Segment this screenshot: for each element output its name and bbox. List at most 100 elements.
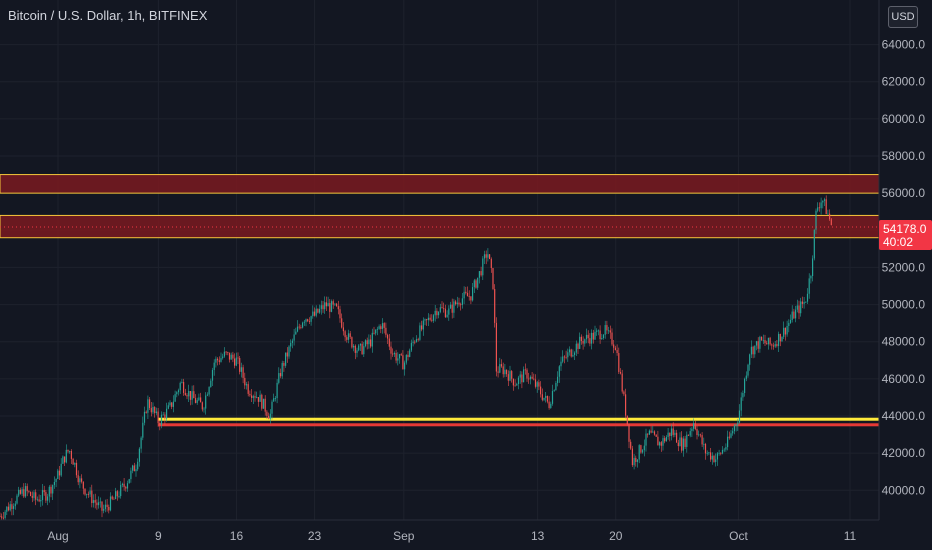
last-price-tag: 54178.0 40:02 xyxy=(879,220,932,250)
candle-body xyxy=(737,422,739,425)
candle-body xyxy=(521,374,523,383)
candle-body xyxy=(470,296,472,301)
candle-body xyxy=(79,478,81,483)
candle-body xyxy=(585,334,588,340)
candle-body xyxy=(193,391,195,399)
candle-body xyxy=(466,292,469,297)
candle-body xyxy=(296,326,299,332)
candle-body xyxy=(274,398,276,399)
candle-body xyxy=(744,378,746,394)
candle-body xyxy=(213,362,215,370)
candle-body xyxy=(704,443,707,454)
candle-body xyxy=(0,516,1,518)
candle-body xyxy=(650,430,652,433)
candle-body xyxy=(441,307,443,309)
candle-body xyxy=(500,364,503,367)
candle-body xyxy=(507,374,509,381)
candle-body xyxy=(181,382,183,383)
candle-body xyxy=(555,382,557,391)
candle-body xyxy=(196,400,198,403)
candle-body xyxy=(698,434,700,436)
candle-body xyxy=(604,325,606,335)
time-tick-label: 11 xyxy=(844,529,857,543)
candle-body xyxy=(393,353,395,355)
candle-body xyxy=(597,330,599,332)
candle-body xyxy=(329,303,331,312)
candle-body xyxy=(21,489,23,494)
time-axis[interactable] xyxy=(0,520,932,550)
candle-body xyxy=(473,280,475,288)
candle-body xyxy=(9,504,11,511)
candle-body xyxy=(4,511,6,518)
candles xyxy=(0,195,879,524)
price-tick-label: 64000.0 xyxy=(882,38,926,52)
candle-body xyxy=(279,373,282,377)
candle-body xyxy=(298,326,300,328)
candle-body xyxy=(446,314,448,318)
candle-body xyxy=(31,495,33,498)
candle-body xyxy=(86,493,88,495)
candle-body xyxy=(64,456,66,463)
candle-body xyxy=(336,303,338,307)
candle-body xyxy=(412,341,414,343)
candle-body xyxy=(679,437,681,446)
candle-body xyxy=(693,423,695,429)
candle-body xyxy=(45,492,47,501)
candle-body xyxy=(482,258,484,276)
candle-body xyxy=(53,481,55,486)
candle-body xyxy=(800,301,802,314)
candle-body xyxy=(721,449,724,454)
candle-body xyxy=(392,353,394,355)
candle-body xyxy=(818,207,820,209)
price-axis[interactable] xyxy=(879,0,932,520)
candle-body xyxy=(33,492,35,498)
candle-body xyxy=(563,356,565,358)
candle-body xyxy=(609,330,611,333)
candle-body xyxy=(793,311,795,319)
candle-body xyxy=(104,504,106,509)
candle-body xyxy=(11,504,13,509)
candle-body xyxy=(516,384,518,386)
candle-body xyxy=(302,322,304,328)
candle-body xyxy=(334,303,336,305)
time-tick-label: 23 xyxy=(308,529,322,543)
candle-body xyxy=(325,302,327,307)
candle-body xyxy=(28,491,30,492)
candle-body xyxy=(653,431,656,435)
candle-body xyxy=(670,428,673,436)
candle-body xyxy=(431,319,433,321)
candle-body xyxy=(776,344,778,347)
candle-body xyxy=(784,327,786,335)
candle-body xyxy=(118,496,120,497)
candle-body xyxy=(210,380,212,388)
candle-body xyxy=(186,395,188,397)
candle-body xyxy=(478,271,480,278)
candle-body xyxy=(385,327,387,335)
candle-body xyxy=(16,495,18,504)
candle-body xyxy=(519,374,521,378)
price-tick-label: 40000.0 xyxy=(882,483,926,497)
candle-body xyxy=(618,353,620,372)
candle-body xyxy=(575,343,577,353)
candle-body xyxy=(98,502,100,506)
candle-body xyxy=(395,353,397,361)
candle-body xyxy=(172,401,174,407)
candle-body xyxy=(235,357,237,366)
candle-body xyxy=(660,442,662,446)
candle-body xyxy=(58,470,61,476)
candle-body xyxy=(194,398,197,403)
candle-body xyxy=(495,322,497,372)
candle-body xyxy=(456,302,458,305)
price-tick-label: 50000.0 xyxy=(882,298,926,312)
candle-body xyxy=(116,491,118,497)
candle-body xyxy=(218,360,220,362)
candle-body xyxy=(570,349,572,357)
candle-body xyxy=(65,449,67,463)
candle-body xyxy=(560,361,562,367)
candle-body xyxy=(7,506,10,511)
candle-body xyxy=(387,334,389,339)
currency-button[interactable]: USD xyxy=(888,6,918,28)
candle-body xyxy=(409,350,411,357)
candle-body xyxy=(596,330,598,332)
